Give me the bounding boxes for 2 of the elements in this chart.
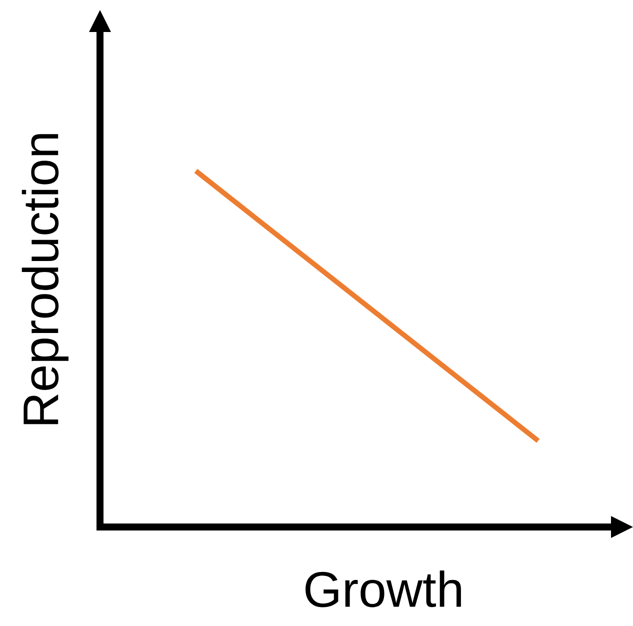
- y-axis-title: Reproduction: [22, 134, 68, 424]
- x-axis-title: Growth: [306, 570, 461, 608]
